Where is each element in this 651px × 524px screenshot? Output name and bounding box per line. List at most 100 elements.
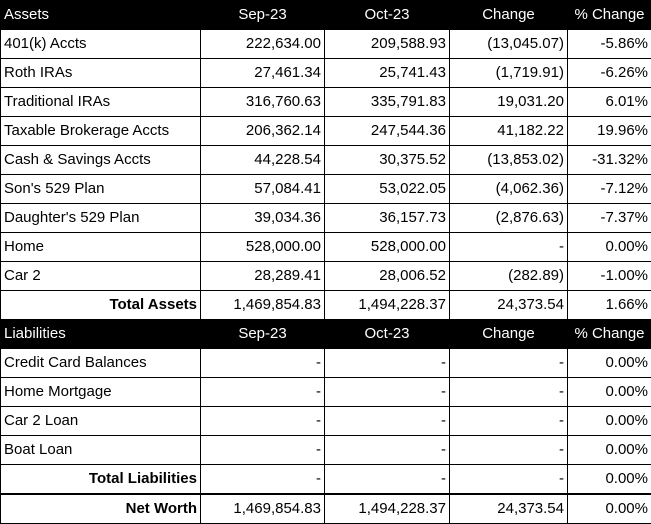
total-assets-change[interactable]: 24,373.54 xyxy=(450,291,568,320)
table-row: Taxable Brokerage Accts 206,362.14 247,5… xyxy=(1,117,651,146)
total-assets-pct[interactable]: 1.66% xyxy=(568,291,651,320)
net-worth-label[interactable]: Net Worth xyxy=(1,494,201,524)
row-label[interactable]: Traditional IRAs xyxy=(1,88,201,117)
table-row: Car 2 28,289.41 28,006.52 (282.89) -1.00… xyxy=(1,262,651,291)
cell-oct[interactable]: 247,544.36 xyxy=(325,117,450,146)
cell-change[interactable]: (2,876.63) xyxy=(450,204,568,233)
table-row: Home 528,000.00 528,000.00 - 0.00% xyxy=(1,233,651,262)
cell-sep[interactable]: 206,362.14 xyxy=(201,117,325,146)
table-row: Credit Card Balances - - - 0.00% xyxy=(1,349,651,378)
net-worth-pct[interactable]: 0.00% xyxy=(568,494,651,524)
assets-header-pct[interactable]: % Change xyxy=(568,1,651,30)
cell-change[interactable]: (282.89) xyxy=(450,262,568,291)
total-assets-oct[interactable]: 1,494,228.37 xyxy=(325,291,450,320)
total-assets-label[interactable]: Total Assets xyxy=(1,291,201,320)
cell-pct[interactable]: -5.86% xyxy=(568,30,651,59)
cell-sep[interactable]: 39,034.36 xyxy=(201,204,325,233)
table-row: Roth IRAs 27,461.34 25,741.43 (1,719.91)… xyxy=(1,59,651,88)
cell-change[interactable]: - xyxy=(450,407,568,436)
cell-oct[interactable]: 25,741.43 xyxy=(325,59,450,88)
row-label[interactable]: Daughter's 529 Plan xyxy=(1,204,201,233)
row-label[interactable]: Son's 529 Plan xyxy=(1,175,201,204)
cell-sep[interactable]: 27,461.34 xyxy=(201,59,325,88)
cell-change[interactable]: - xyxy=(450,233,568,262)
row-label[interactable]: Roth IRAs xyxy=(1,59,201,88)
row-label[interactable]: Home xyxy=(1,233,201,262)
row-label[interactable]: Credit Card Balances xyxy=(1,349,201,378)
cell-pct[interactable]: -7.37% xyxy=(568,204,651,233)
cell-pct[interactable]: 0.00% xyxy=(568,233,651,262)
assets-header-sep[interactable]: Sep-23 xyxy=(201,1,325,30)
assets-header-oct[interactable]: Oct-23 xyxy=(325,1,450,30)
cell-pct[interactable]: -1.00% xyxy=(568,262,651,291)
cell-pct[interactable]: -7.12% xyxy=(568,175,651,204)
cell-sep[interactable]: - xyxy=(201,407,325,436)
cell-oct[interactable]: - xyxy=(325,407,450,436)
cell-oct[interactable]: - xyxy=(325,349,450,378)
cell-oct[interactable]: - xyxy=(325,378,450,407)
liabilities-header-pct[interactable]: % Change xyxy=(568,320,651,349)
cell-oct[interactable]: - xyxy=(325,436,450,465)
cell-oct[interactable]: 36,157.73 xyxy=(325,204,450,233)
cell-change[interactable]: (1,719.91) xyxy=(450,59,568,88)
liabilities-header-change[interactable]: Change xyxy=(450,320,568,349)
row-label[interactable]: Home Mortgage xyxy=(1,378,201,407)
assets-header-row: Assets Sep-23 Oct-23 Change % Change xyxy=(1,1,651,30)
total-liabilities-sep[interactable]: - xyxy=(201,465,325,495)
total-liabilities-pct[interactable]: 0.00% xyxy=(568,465,651,495)
cell-pct[interactable]: 0.00% xyxy=(568,378,651,407)
cell-oct[interactable]: 209,588.93 xyxy=(325,30,450,59)
table-row: Son's 529 Plan 57,084.41 53,022.05 (4,06… xyxy=(1,175,651,204)
table-row: Daughter's 529 Plan 39,034.36 36,157.73 … xyxy=(1,204,651,233)
assets-header-label[interactable]: Assets xyxy=(1,1,201,30)
cell-oct[interactable]: 28,006.52 xyxy=(325,262,450,291)
cell-change[interactable]: - xyxy=(450,436,568,465)
cell-pct[interactable]: 0.00% xyxy=(568,436,651,465)
row-label[interactable]: Car 2 xyxy=(1,262,201,291)
cell-pct[interactable]: 0.00% xyxy=(568,349,651,378)
liabilities-header-label[interactable]: Liabilities xyxy=(1,320,201,349)
row-label[interactable]: Cash & Savings Accts xyxy=(1,146,201,175)
row-label[interactable]: Car 2 Loan xyxy=(1,407,201,436)
cell-pct[interactable]: -6.26% xyxy=(568,59,651,88)
cell-change[interactable]: (4,062.36) xyxy=(450,175,568,204)
liabilities-header-oct[interactable]: Oct-23 xyxy=(325,320,450,349)
cell-sep[interactable]: 316,760.63 xyxy=(201,88,325,117)
cell-oct[interactable]: 30,375.52 xyxy=(325,146,450,175)
cell-change[interactable]: 19,031.20 xyxy=(450,88,568,117)
cell-pct[interactable]: 0.00% xyxy=(568,407,651,436)
liabilities-header-sep[interactable]: Sep-23 xyxy=(201,320,325,349)
net-worth-row: Net Worth 1,469,854.83 1,494,228.37 24,3… xyxy=(1,494,651,524)
net-worth-oct[interactable]: 1,494,228.37 xyxy=(325,494,450,524)
cell-sep[interactable]: - xyxy=(201,378,325,407)
cell-sep[interactable]: 44,228.54 xyxy=(201,146,325,175)
cell-change[interactable]: - xyxy=(450,378,568,407)
cell-oct[interactable]: 528,000.00 xyxy=(325,233,450,262)
cell-oct[interactable]: 335,791.83 xyxy=(325,88,450,117)
cell-sep[interactable]: 528,000.00 xyxy=(201,233,325,262)
cell-pct[interactable]: -31.32% xyxy=(568,146,651,175)
cell-change[interactable]: (13,045.07) xyxy=(450,30,568,59)
cell-pct[interactable]: 19.96% xyxy=(568,117,651,146)
assets-header-change[interactable]: Change xyxy=(450,1,568,30)
net-worth-sep[interactable]: 1,469,854.83 xyxy=(201,494,325,524)
cell-pct[interactable]: 6.01% xyxy=(568,88,651,117)
cell-sep[interactable]: - xyxy=(201,436,325,465)
cell-change[interactable]: - xyxy=(450,349,568,378)
cell-oct[interactable]: 53,022.05 xyxy=(325,175,450,204)
cell-sep[interactable]: 222,634.00 xyxy=(201,30,325,59)
net-worth-change[interactable]: 24,373.54 xyxy=(450,494,568,524)
cell-sep[interactable]: 28,289.41 xyxy=(201,262,325,291)
cell-sep[interactable]: - xyxy=(201,349,325,378)
cell-sep[interactable]: 57,084.41 xyxy=(201,175,325,204)
total-liabilities-label[interactable]: Total Liabilities xyxy=(1,465,201,495)
row-label[interactable]: Boat Loan xyxy=(1,436,201,465)
row-label[interactable]: 401(k) Accts xyxy=(1,30,201,59)
total-liabilities-row: Total Liabilities - - - 0.00% xyxy=(1,465,651,495)
total-liabilities-oct[interactable]: - xyxy=(325,465,450,495)
cell-change[interactable]: (13,853.02) xyxy=(450,146,568,175)
total-assets-sep[interactable]: 1,469,854.83 xyxy=(201,291,325,320)
total-liabilities-change[interactable]: - xyxy=(450,465,568,495)
cell-change[interactable]: 41,182.22 xyxy=(450,117,568,146)
row-label[interactable]: Taxable Brokerage Accts xyxy=(1,117,201,146)
